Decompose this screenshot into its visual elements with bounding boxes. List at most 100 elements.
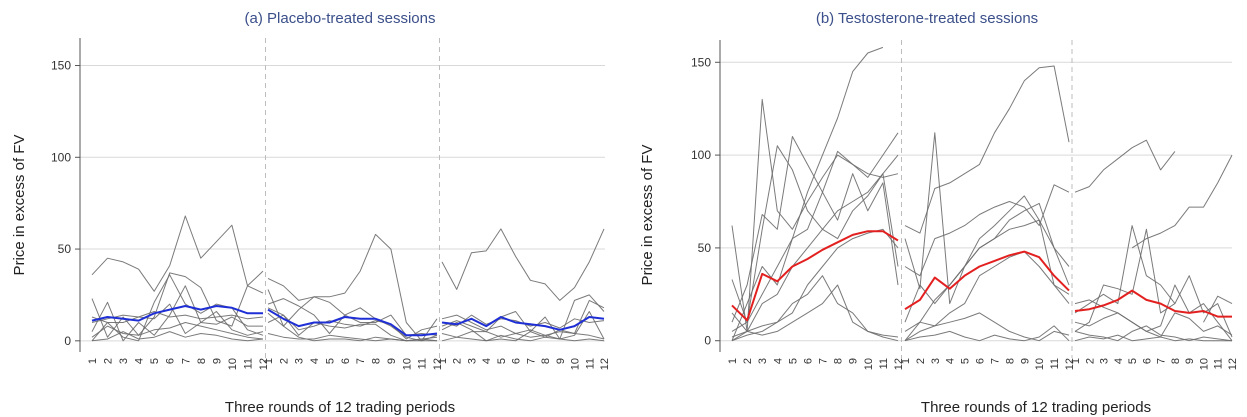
panel-b-x-tick-label: 1 [727, 358, 739, 364]
panel-b-session-line [1131, 154, 1233, 249]
panel-b-session-line [904, 251, 1070, 332]
panel-b-x-tick-label: 3 [1099, 358, 1111, 364]
panel-b-x-tick-label: 9 [1184, 358, 1196, 364]
panel-b-x-tick-labels: 1 2 3 4 5 6 7 8 9 10 11 121 2 3 4 5 6 7 8 9 10 11 121 2 3 4 5 6 7 8 9 1… [727, 358, 1239, 370]
panel-a-mean-line [267, 308, 438, 337]
panel-b-session-line [904, 312, 1070, 342]
panel-b-x-tick-label: 8 [1004, 358, 1016, 364]
panel-a-x-tick-label: 12 [599, 358, 611, 370]
panel-a-x-tick-label: 11 [417, 358, 429, 369]
panel-b-y-tick-labels: 0 50 100 150 [691, 55, 711, 347]
panel-a-series [91, 215, 605, 342]
panel-a-session-line [441, 228, 605, 301]
panel-b-session-line [1074, 312, 1233, 338]
panel-b-x-tick-label: 10 [1034, 358, 1046, 370]
panel-b-axes [715, 40, 721, 352]
panel-a-y-tick-label: 150 [51, 59, 71, 73]
panel-b-x-axis-label: Three rounds of 12 trading periods [921, 399, 1151, 416]
panel-a-x-tick-label: 7 [355, 358, 367, 364]
panel-b-y-tick-label: 150 [691, 55, 711, 69]
panel-b-session-line [1074, 325, 1233, 342]
panel-b-x-tick-label: 9 [848, 358, 860, 364]
panel-b-x-tick-label: 12 [1064, 358, 1076, 370]
panel-b: (b) Testosterone-treated sessions Price … [639, 10, 1239, 416]
panel-b-x-tick-label: 5 [960, 358, 972, 364]
panel-a-x-tick-label: 3 [466, 358, 478, 364]
panel-a-y-tick-label: 0 [64, 334, 71, 348]
panel-b-mean-line [731, 230, 899, 322]
panel-a-session-line [441, 311, 605, 342]
panel-b-y-tick-label: 50 [698, 241, 712, 255]
panel-a-x-tick-label: 2 [278, 358, 290, 364]
panel-b-session-line [1074, 139, 1176, 193]
panel-b-x-tick-label: 6 [975, 358, 987, 364]
panel-a-x-tick-label: 3 [294, 358, 306, 364]
panel-a-x-tick-label: 6 [511, 358, 523, 364]
panel-a-mean-line [441, 316, 605, 331]
panel-a: (a) Placebo-treated sessions Price in ex… [11, 10, 611, 416]
panel-b-x-tick-label: 2 [915, 358, 927, 364]
panel-b-x-tick-label: 12 [1227, 358, 1239, 370]
panel-b-y-tick-label: 0 [704, 334, 711, 348]
panel-a-x-tick-label: 5 [496, 358, 508, 364]
panel-a-x-tick-label: 4 [481, 358, 493, 364]
panel-a-x-tick-label: 12 [258, 358, 270, 370]
panel-a-axes [75, 38, 81, 352]
panel-b-x-tick-label: 1 [900, 358, 912, 364]
panel-a-y-tick-label: 50 [58, 242, 72, 256]
panel-a-x-tick-label: 5 [149, 358, 161, 364]
panel-a-x-tick-label: 2 [103, 358, 115, 364]
panel-a-x-tick-label: 1 [87, 358, 99, 364]
panel-b-session-line [731, 150, 899, 341]
panel-b-x-tick-label: 5 [787, 358, 799, 364]
panel-a-x-tick-label: 2 [452, 358, 464, 364]
panel-b-grid [720, 61, 1232, 342]
panel-b-x-tick-label: 2 [742, 358, 754, 364]
panel-b-x-tick-label: 3 [757, 358, 769, 364]
panel-b-x-tick-label: 4 [772, 358, 784, 364]
panel-b-x-tick-label: 4 [1113, 358, 1125, 364]
panel-a-session-line [91, 331, 264, 342]
panel-a-y-tick-labels: 0 50 100 150 [51, 59, 71, 348]
panel-b-x-tick-label: 12 [893, 358, 905, 370]
panel-a-x-tick-label: 8 [371, 358, 383, 364]
panel-b-x-tick-label: 3 [930, 358, 942, 364]
panel-a-session-line [91, 215, 264, 292]
panel-b-session-line [731, 154, 899, 332]
panel-a-x-tick-labels: 1 2 3 4 5 6 7 8 9 10 11 121 2 3 4 5 6 7 8 9 10 11 121 2 3 4 5 6 7 8 9 1… [87, 358, 611, 370]
panel-a-x-tick-label: 8 [196, 358, 208, 364]
panel-b-x-tick-label: 4 [945, 358, 957, 364]
panel-a-session-line [91, 322, 264, 340]
panel-a-session-line [91, 274, 264, 342]
panel-a-x-tick-label: 7 [525, 358, 537, 364]
panel-b-session-line [904, 65, 1070, 234]
panel-b-session-line [731, 46, 884, 332]
panel-a-session-line [267, 233, 438, 342]
panel-b-session-line [731, 275, 899, 342]
panel-a-x-tick-label: 10 [227, 358, 239, 370]
panel-a-round-separators [265, 38, 440, 358]
panel-a-session-line [441, 294, 605, 340]
panel-b-y-tick-label: 100 [691, 148, 711, 162]
panel-b-session-line [904, 184, 1070, 277]
panel-b-x-tick-label: 9 [1019, 358, 1031, 364]
panel-b-x-tick-label: 10 [1198, 358, 1210, 370]
panel-b-session-line [731, 145, 899, 323]
panel-b-series [731, 46, 1233, 342]
panel-b-x-tick-label: 11 [1213, 358, 1225, 369]
panel-b-round-separators [901, 40, 1073, 358]
panel-a-grid [80, 65, 605, 342]
panel-b-x-tick-label: 1 [1070, 358, 1082, 364]
panel-a-x-tick-label: 10 [570, 358, 582, 370]
panel-a-session-line [91, 311, 264, 323]
panel-b-session-line [904, 132, 1070, 305]
panel-b-x-tick-label: 11 [878, 358, 890, 369]
panel-a-x-tick-label: 5 [324, 358, 336, 364]
panel-a-session-line [267, 314, 438, 340]
panel-b-session-line [904, 325, 1070, 342]
panel-a-mean-line [91, 305, 263, 322]
panel-b-session-line [731, 136, 899, 323]
panel-b-x-tick-label: 5 [1127, 358, 1139, 364]
panel-a-x-tick-label: 9 [386, 358, 398, 364]
